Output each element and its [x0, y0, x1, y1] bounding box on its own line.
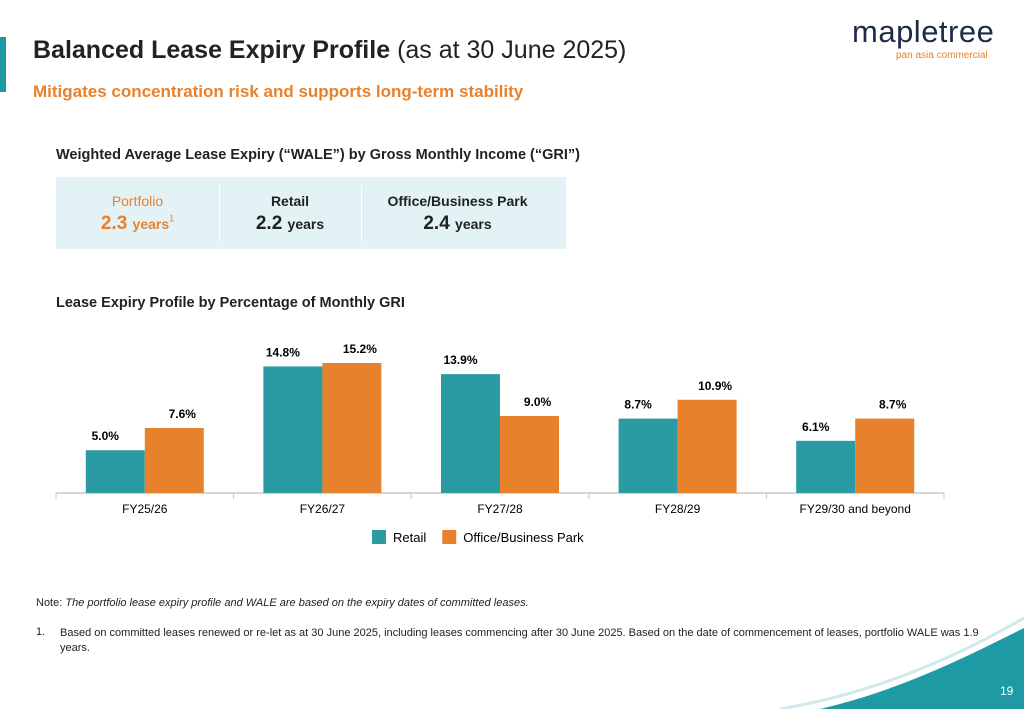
wale-value: 2.2 years: [219, 213, 361, 235]
divider: [361, 185, 362, 241]
legend-swatch: [372, 530, 386, 544]
footnote-number: 1.: [36, 626, 46, 638]
chart-title: Lease Expiry Profile by Percentage of Mo…: [56, 295, 405, 311]
wale-item: Office/Business Park 2.4 years: [361, 177, 554, 249]
bar: [441, 374, 500, 493]
legend-label: Office/Business Park: [463, 530, 584, 545]
wale-item: Portfolio 2.3 years1: [56, 177, 219, 249]
wale-value: 2.3 years1: [56, 213, 219, 235]
value-label: 9.0%: [524, 395, 552, 409]
accent-bar: [0, 37, 6, 92]
legend-label: Retail: [393, 530, 426, 545]
subtitle: Mitigates concentration risk and support…: [33, 82, 524, 101]
x-tick-label: FY27/28: [477, 502, 523, 516]
x-tick-label: FY28/29: [655, 502, 701, 516]
value-label: 14.8%: [266, 345, 300, 359]
legend-swatch: [442, 530, 457, 544]
note-label: Note:: [36, 597, 63, 609]
bar: [322, 363, 382, 493]
wale-label: Portfolio: [111, 193, 164, 209]
logo-tagline: pan asia commercial: [896, 50, 988, 61]
bar: [85, 450, 145, 493]
wale-value: 2.4 years: [361, 213, 554, 235]
corner-decoration: [820, 628, 1024, 709]
divider: [219, 185, 220, 241]
footnote-ref: 1: [169, 213, 175, 224]
wale-number: 2.2: [255, 213, 283, 234]
bar: [263, 366, 323, 493]
x-tick-label: FY29/30 and beyond: [799, 502, 910, 516]
value-label: 10.9%: [698, 379, 732, 393]
value-label: 5.0%: [92, 429, 120, 443]
value-label: 8.7%: [624, 398, 652, 412]
wale-unit: years: [287, 216, 325, 232]
wale-number: 2.3: [100, 213, 128, 234]
logo: mapletree: [852, 14, 995, 49]
wale-label: Retail: [270, 193, 310, 209]
title: Balanced Lease Expiry Profile (as at 30 …: [33, 36, 626, 65]
value-label: 6.1%: [802, 420, 830, 434]
footnote-text: Based on committed leases renewed or re-…: [60, 627, 979, 654]
note-text: The portfolio lease expiry profile and W…: [65, 597, 529, 609]
bar: [144, 428, 204, 493]
x-tick-label: FY26/27: [300, 502, 346, 516]
wale-number: 2.4: [423, 213, 450, 234]
wale-heading: Weighted Average Lease Expiry (“WALE”) b…: [56, 147, 580, 163]
corner-line: [779, 616, 1024, 709]
value-label: 15.2%: [343, 342, 377, 356]
bar: [796, 440, 856, 493]
value-label: 8.7%: [879, 398, 907, 412]
bar: [500, 416, 559, 493]
title-suffix: (as at 30 June 2025): [397, 36, 627, 64]
wale-item: Retail 2.2 years: [219, 177, 361, 249]
page-number: 19: [1000, 684, 1014, 698]
title-main: Balanced Lease Expiry Profile: [33, 36, 391, 64]
wale-label: Office/Business Park: [387, 193, 528, 209]
bar: [618, 418, 678, 493]
bar: [855, 418, 915, 493]
bar: [677, 399, 737, 493]
value-label: 7.6%: [169, 407, 197, 421]
x-tick-label: FY25/26: [122, 502, 168, 516]
value-label: 13.9%: [443, 353, 477, 367]
wale-unit: years: [455, 216, 492, 232]
wale-unit: years: [132, 216, 170, 232]
wale-box: Portfolio 2.3 years1 Retail 2.2 years Of…: [56, 177, 566, 249]
note: Note: The portfolio lease expiry profile…: [36, 597, 529, 609]
